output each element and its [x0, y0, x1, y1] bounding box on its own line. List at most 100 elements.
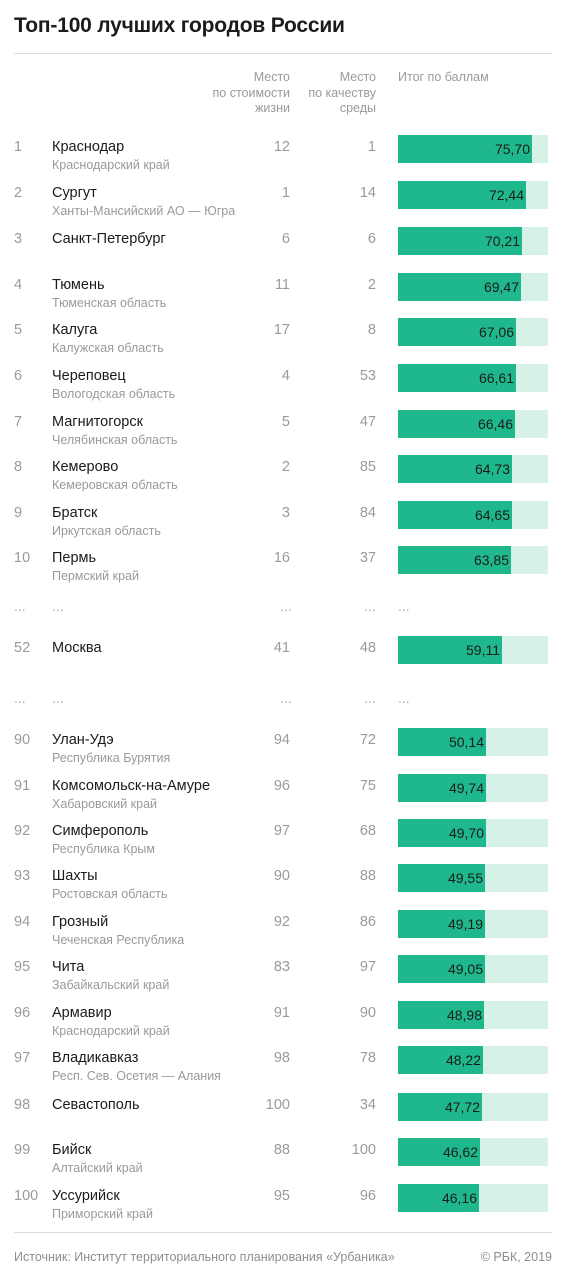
cost-of-living-rank: 83	[273, 959, 290, 975]
region-name: Кемеровская область	[52, 478, 178, 492]
table-row: 10 Пермь Пермский край 16 37 63,85	[0, 546, 564, 590]
score-label: 66,46	[477, 416, 513, 432]
score-bar	[398, 910, 485, 938]
city-name: Бийск	[52, 1142, 92, 1158]
rank-number: 98	[14, 1097, 31, 1113]
score-bar	[398, 273, 521, 301]
score-bar-track: 48,98	[398, 1001, 548, 1029]
score-bar-track: 49,74	[398, 774, 548, 802]
rank-number: 6	[14, 368, 23, 384]
cost-of-living-rank: 16	[273, 550, 290, 566]
table-row: 3 Санкт-Петербург 6 6 70,21	[0, 227, 564, 271]
score-bar	[398, 135, 532, 163]
environment-quality-rank: 37	[359, 550, 376, 566]
city-name: Улан-Удэ	[52, 732, 114, 748]
region-name: Ростовская область	[52, 887, 168, 901]
score-bar-track: 67,06	[398, 318, 548, 346]
rank-number: 9	[14, 505, 23, 521]
score-label: 69,47	[483, 279, 519, 295]
score-label: 49,19	[447, 916, 483, 932]
table-row: 96 Армавир Краснодарский край 91 90 48,98	[0, 1001, 564, 1045]
ellipsis: ...	[14, 598, 26, 614]
score-bar	[398, 501, 512, 529]
cost-of-living-rank: 1	[281, 185, 290, 201]
score-label: 49,70	[448, 825, 484, 841]
city-name: Владикавказ	[52, 1050, 139, 1066]
score-label: 63,85	[473, 552, 509, 568]
city-name: Уссурийск	[52, 1188, 120, 1204]
score-bar-track: 69,47	[398, 273, 548, 301]
environment-quality-rank: 34	[359, 1097, 376, 1113]
region-name: Респ. Сев. Осетия — Алания	[52, 1069, 221, 1083]
environment-quality-rank: 6	[367, 231, 376, 247]
environment-quality-rank: 90	[359, 1005, 376, 1021]
ellipsis: ...	[280, 690, 292, 706]
rank-number: 96	[14, 1005, 31, 1021]
score-label: 64,73	[474, 461, 510, 477]
source-note: Источник: Институт территориального план…	[14, 1250, 395, 1264]
cost-of-living-rank: 41	[273, 640, 290, 656]
score-label: 46,62	[442, 1144, 478, 1160]
rank-number: 10	[14, 550, 31, 566]
cost-of-living-rank: 17	[273, 322, 290, 338]
column-header-env-line-3: среды	[339, 101, 376, 115]
score-bar-track: 75,70	[398, 135, 548, 163]
cost-of-living-rank: 5	[281, 414, 290, 430]
table-row: 90 Улан-Удэ Республика Бурятия 94 72 50,14	[0, 728, 564, 772]
cost-of-living-rank: 11	[274, 277, 290, 293]
environment-quality-rank: 78	[359, 1050, 376, 1066]
city-name: Шахты	[52, 868, 98, 884]
rank-number: 97	[14, 1050, 31, 1066]
ellipsis: ...	[398, 690, 410, 706]
rank-number: 4	[14, 277, 23, 293]
table-row: 100 Уссурийск Приморский край 95 96 46,16	[0, 1184, 564, 1228]
score-bar	[398, 819, 486, 847]
table-row: 8 Кемерово Кемеровская область 2 85 64,73	[0, 455, 564, 499]
page-title: Топ-100 лучших городов России	[14, 14, 345, 37]
score-bar	[398, 1138, 480, 1166]
cost-of-living-rank: 94	[273, 732, 290, 748]
score-bar-track: 49,55	[398, 864, 548, 892]
environment-quality-rank: 8	[367, 322, 376, 338]
score-bar-track: 49,19	[398, 910, 548, 938]
score-bar	[398, 318, 516, 346]
score-bar	[398, 1184, 479, 1212]
city-name: Чита	[52, 959, 85, 975]
cost-of-living-rank: 97	[273, 823, 290, 839]
score-label: 49,55	[447, 870, 483, 886]
score-bar-track: 64,73	[398, 455, 548, 483]
region-name: Краснодарский край	[52, 1024, 170, 1038]
copyright: © РБК, 2019	[480, 1250, 552, 1264]
score-bar-track: 64,65	[398, 501, 548, 529]
rank-number: 91	[14, 778, 31, 794]
city-name: Комсомольск-на-Амуре	[52, 778, 211, 794]
footer-divider	[14, 1232, 552, 1233]
region-name: Республика Бурятия	[52, 751, 171, 765]
ellipsis: ...	[364, 598, 376, 614]
column-header-cost-line-1: Место	[253, 70, 290, 84]
rank-number: 99	[14, 1142, 31, 1158]
environment-quality-rank: 85	[359, 459, 376, 475]
table-row: 52 Москва 41 48 59,11	[0, 636, 564, 680]
score-label: 72,44	[488, 187, 524, 203]
cost-of-living-rank: 88	[273, 1142, 290, 1158]
city-name: Сургут	[52, 185, 97, 201]
table-row: 99 Бийск Алтайский край 88 100 46,62	[0, 1138, 564, 1182]
table-row: 2 Сургут Ханты-Мансийский АО — Югра 1 14 72,4…	[0, 181, 564, 225]
environment-quality-rank: 47	[359, 414, 376, 430]
score-bar	[398, 410, 515, 438]
table-row: 93 Шахты Ростовская область 90 88 49,55	[0, 864, 564, 908]
score-bar	[398, 181, 526, 209]
city-name: Кемерово	[52, 459, 119, 475]
score-bar	[398, 364, 516, 392]
rank-number: 90	[14, 732, 31, 748]
environment-quality-rank: 96	[359, 1188, 376, 1204]
city-name: Магнитогорск	[52, 414, 143, 430]
rank-number: 8	[14, 459, 23, 475]
region-name: Краснодарский край	[52, 158, 170, 172]
cost-of-living-rank: 90	[273, 868, 290, 884]
score-bar-track: 72,44	[398, 181, 548, 209]
environment-quality-rank: 84	[359, 505, 376, 521]
score-label: 46,16	[441, 1190, 477, 1206]
environment-quality-rank: 14	[359, 185, 376, 201]
